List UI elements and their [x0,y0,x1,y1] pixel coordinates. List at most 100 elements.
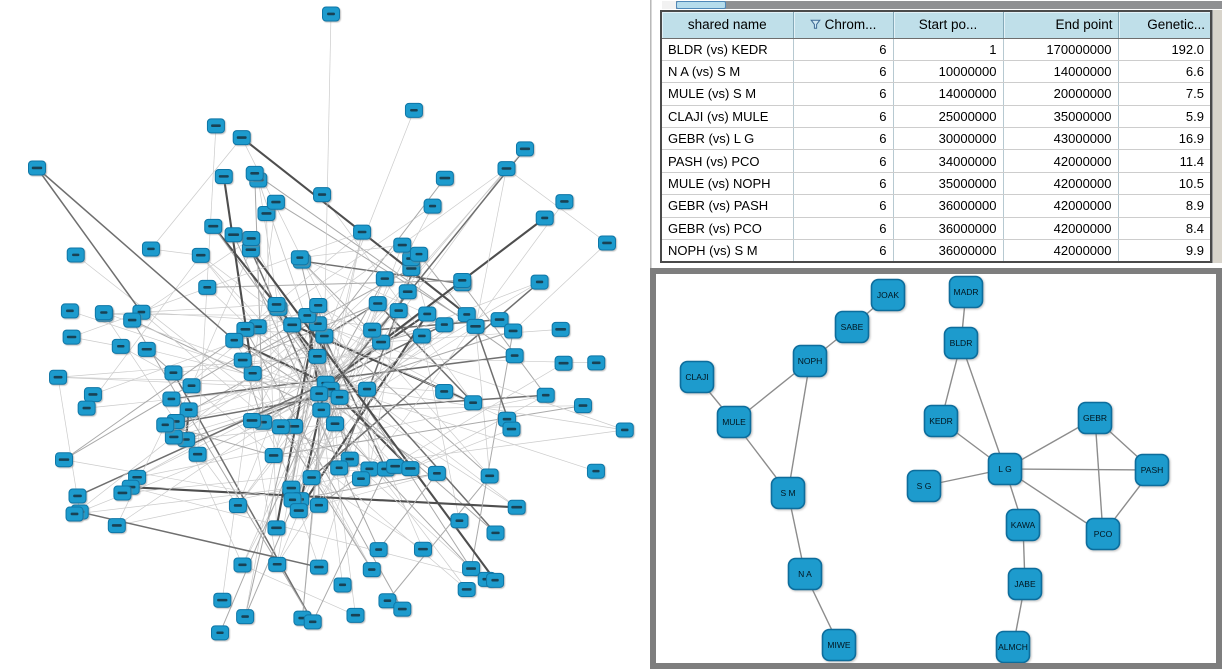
network-edge-LG-PASH[interactable] [1004,468,1153,471]
network-node[interactable] [315,328,334,344]
network-node[interactable] [375,271,394,287]
network-node[interactable] [302,470,321,486]
network-node[interactable] [211,625,230,641]
network-node[interactable] [502,421,521,437]
network-node[interactable] [586,463,605,479]
table-horizontal-scrollbar[interactable] [662,1,1222,9]
network-node[interactable] [423,198,442,214]
network-node[interactable] [368,296,387,312]
network-node[interactable] [289,503,308,519]
network-node[interactable] [243,365,262,381]
network-node-MADR[interactable]: MADR [948,275,984,309]
network-node[interactable] [83,387,102,403]
network-node[interactable] [290,250,309,266]
network-node[interactable] [435,170,454,186]
network-node[interactable] [462,561,481,577]
network-node[interactable] [486,572,505,588]
network-node[interactable] [466,318,485,334]
network-node[interactable] [257,205,276,221]
network-node-SM[interactable]: S M [770,476,806,510]
column-header-startpo[interactable]: Start po... [893,12,1004,39]
network-node[interactable] [389,303,408,319]
network-node[interactable] [536,387,555,403]
network-node[interactable] [322,6,340,22]
network-node[interactable] [369,542,388,558]
network-node[interactable] [233,352,252,368]
network-node[interactable] [312,402,331,418]
table-row[interactable]: PASH (vs) PCO 6 34000000 42000000 11.4 [662,149,1210,173]
network-node[interactable] [353,224,372,240]
detail-network-panel[interactable]: JOAK MADR SABE NOPH BLDR CLAJI GEBR KEDR MULE L G… [650,268,1222,669]
table-row[interactable]: CLAJI (vs) MULE 6 25000000 35000000 5.9 [662,105,1210,129]
network-node-PASH[interactable]: PASH [1134,453,1170,487]
column-header-chrom[interactable]: Chrom... [793,12,894,39]
network-node[interactable] [206,118,225,134]
network-node[interactable] [309,497,328,513]
network-node[interactable] [164,365,183,381]
network-node[interactable] [264,448,283,464]
network-node-MIWE[interactable]: MIWE [821,628,857,662]
network-node[interactable] [480,468,499,484]
network-edge-BLDR-LG[interactable] [960,342,1006,470]
table-vertical-scrollbar[interactable] [1212,10,1222,263]
network-node[interactable] [66,247,85,263]
table-row[interactable]: BLDR (vs) KEDR 6 1 170000000 192.0 [662,38,1210,61]
network-node-JOAK[interactable]: JOAK [870,278,906,312]
network-node-NA[interactable]: N A [787,557,823,591]
network-node[interactable] [330,389,349,405]
network-node[interactable] [242,231,261,247]
network-node[interactable] [418,306,437,322]
network-node[interactable] [224,227,243,243]
network-node[interactable] [68,488,87,504]
column-header-sharedname[interactable]: shared name [662,12,794,39]
network-node[interactable] [457,581,476,597]
network-node[interactable] [283,317,302,333]
network-node-LG[interactable]: L G [987,452,1023,486]
network-node[interactable] [330,460,349,476]
network-node[interactable] [236,321,255,337]
network-node-KAWA[interactable]: KAWA [1005,508,1041,542]
network-node[interactable] [213,592,232,608]
network-node[interactable] [310,386,329,402]
network-node[interactable] [551,321,570,337]
network-node[interactable] [309,559,328,575]
network-node[interactable] [28,160,46,176]
network-node[interactable] [333,577,352,593]
network-node[interactable] [65,506,84,522]
table-row[interactable]: N A (vs) S M 6 10000000 14000000 6.6 [662,60,1210,84]
network-node[interactable] [266,194,285,210]
column-header-genetic[interactable]: Genetic... [1118,12,1210,39]
network-node[interactable] [450,513,469,529]
network-node[interactable] [241,242,260,258]
network-node-GEBR[interactable]: GEBR [1077,401,1113,435]
network-node[interactable] [214,168,233,184]
network-node[interactable] [107,518,126,534]
network-node[interactable] [413,541,432,557]
network-node[interactable] [204,218,223,234]
filter-funnel-icon[interactable] [809,19,821,30]
panel-splitter[interactable] [650,0,652,268]
network-node[interactable] [505,348,524,364]
network-node[interactable] [504,323,523,339]
network-node[interactable] [598,235,616,251]
network-node[interactable] [435,384,454,400]
network-node[interactable] [232,130,251,146]
network-node[interactable] [123,312,142,328]
network-node[interactable] [267,297,286,313]
network-node[interactable] [490,312,509,328]
network-node[interactable] [497,161,516,177]
network-node[interactable] [137,341,156,357]
network-node[interactable] [228,498,247,514]
network-node[interactable] [49,369,68,385]
network-node[interactable] [60,303,79,319]
network-node[interactable] [282,480,301,496]
network-node-KEDR[interactable]: KEDR [923,404,959,438]
network-edge-GEBR-PCO[interactable] [1094,417,1104,535]
network-node[interactable] [111,338,130,354]
network-node-NOPH[interactable]: NOPH [792,344,828,378]
network-node[interactable] [156,417,175,433]
network-node[interactable] [555,194,574,210]
network-node[interactable] [587,355,606,371]
network-node[interactable] [362,562,381,578]
network-node[interactable] [398,284,417,300]
